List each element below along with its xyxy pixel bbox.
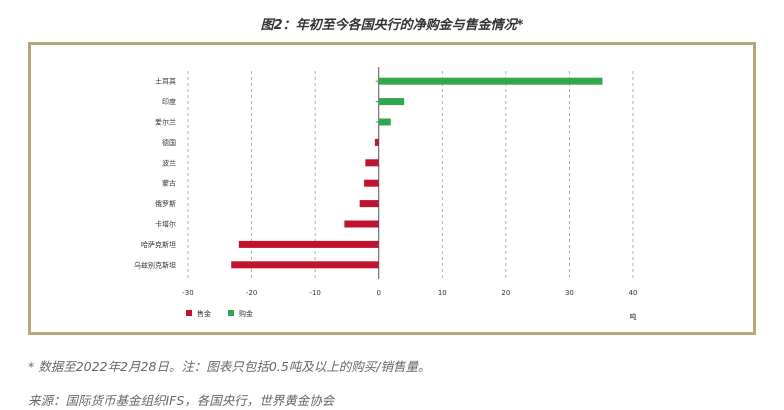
- category-label: 蒙古: [162, 179, 176, 188]
- chart-title: 图2：年初至今各国央行的净购金与售金情况*: [260, 18, 524, 33]
- legend-swatch: [228, 310, 234, 316]
- bar: [378, 118, 391, 126]
- bar: [359, 200, 379, 208]
- legend-label: 购金: [239, 309, 253, 318]
- legend-swatch: [186, 310, 192, 316]
- x-tick-label: -30: [182, 289, 193, 297]
- x-axis-unit-label: 吨: [630, 312, 637, 321]
- footnote: * 数据至2022年2月28日。注：图表只包括0.5吨及以上的购买/销售量。: [28, 359, 431, 374]
- category-label: 德国: [162, 138, 176, 147]
- category-label: 土耳其: [155, 77, 176, 86]
- x-tick-label: 40: [629, 289, 638, 297]
- bar: [378, 77, 603, 85]
- bar: [344, 220, 379, 228]
- bar: [365, 159, 379, 167]
- bar: [231, 261, 379, 269]
- category-label: 哈萨克斯坦: [141, 240, 176, 249]
- bar: [364, 179, 379, 187]
- bar: [378, 98, 405, 106]
- x-tick-label: 30: [565, 289, 574, 297]
- chart-frame: -30 -20 -10 0 10 20 30 40 土耳其印度爱尔兰德国波兰蒙古俄罗斯卡塔尔哈萨…: [28, 42, 756, 335]
- source-note: 来源：国际货币基金组织IFS，各国央行，世界黄金协会: [28, 393, 335, 408]
- bar-chart: -30 -20 -10 0 10 20 30 40 土耳其印度爱尔兰德国波兰蒙古俄罗斯卡塔尔哈萨…: [134, 67, 638, 321]
- bar: [238, 240, 379, 248]
- x-tick-label: 10: [438, 289, 447, 297]
- legend-label: 售金: [197, 309, 211, 318]
- x-tick-label: 20: [501, 289, 510, 297]
- category-label: 波兰: [162, 158, 176, 167]
- category-label: 俄罗斯: [155, 199, 176, 208]
- x-tick-label: 0: [376, 289, 380, 297]
- category-label: 卡塔尔: [155, 220, 176, 229]
- category-label: 爱尔兰: [155, 118, 176, 127]
- category-label: 印度: [162, 97, 176, 106]
- x-tick-label: -20: [246, 289, 257, 297]
- category-label: 乌兹别克斯坦: [134, 260, 176, 269]
- x-tick-label: -10: [309, 289, 320, 297]
